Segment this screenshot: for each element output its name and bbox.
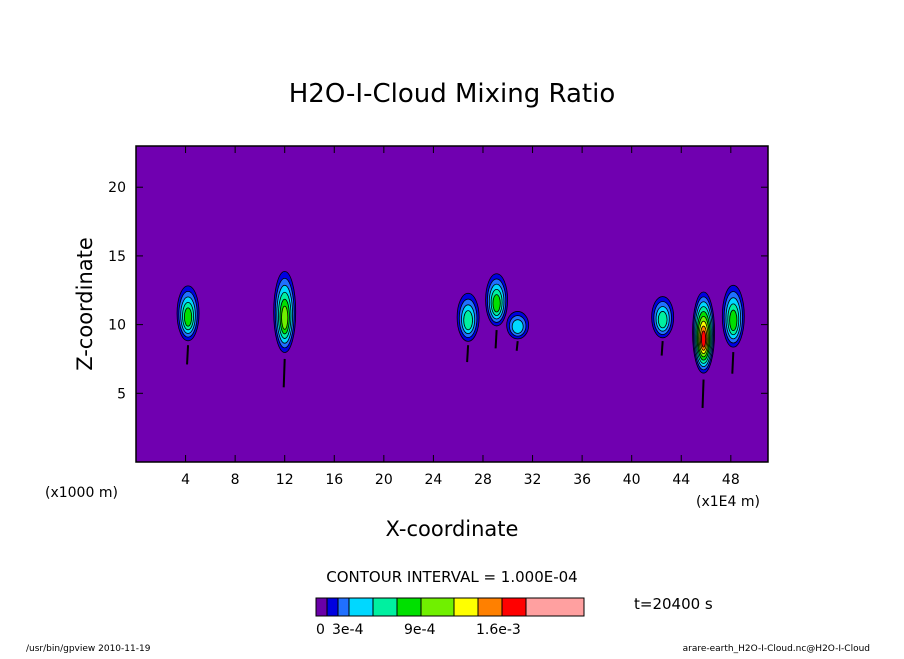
cloud — [273, 271, 297, 388]
cloud — [506, 311, 530, 351]
colorbar-labels: 0 3e-4 9e-4 1.6e-3 — [316, 622, 521, 638]
time-text: t=20400 s — [634, 595, 713, 613]
x-tick-label: 40 — [623, 472, 641, 488]
cloud-tail — [731, 352, 735, 374]
x-tick-label: 36 — [573, 472, 591, 488]
cloud-tail — [466, 345, 470, 363]
cloud — [692, 291, 715, 408]
plot-frame — [135, 145, 769, 463]
y-tick-label: 15 — [108, 249, 126, 265]
cloud-tail — [494, 330, 498, 349]
x-tick-label: 20 — [375, 472, 393, 488]
cloud-contour-level — [183, 307, 193, 327]
x-axis-label: X-coordinate — [386, 517, 519, 541]
colorbar-swatch — [525, 597, 585, 617]
cloud-contour-level — [511, 319, 524, 334]
x-tick-label: 44 — [672, 472, 690, 488]
colorbar-label: 0 — [316, 622, 325, 638]
x-tick-label: 32 — [524, 472, 542, 488]
cloud-contour-level — [700, 330, 707, 348]
chart-title: H2O-I-Cloud Mixing Ratio — [289, 79, 616, 109]
cloud-tail — [186, 345, 190, 365]
colorbar-swatch — [315, 597, 328, 617]
plot-background — [136, 146, 768, 462]
colorbar-label: 9e-4 — [404, 622, 436, 638]
y-axis: 5 10 15 20 — [108, 180, 768, 402]
cloud-tail — [282, 358, 286, 388]
footer-right: arare-earth_H2O-I-Cloud.nc@H2O-I-Cloud — [683, 644, 870, 654]
cloud-contour-level — [492, 294, 501, 313]
x-tick-label: 4 — [181, 472, 190, 488]
colorbar-swatch — [477, 597, 503, 617]
x-tick-label: 24 — [424, 472, 442, 488]
cloud — [721, 284, 745, 374]
cloud-tail — [701, 379, 705, 408]
y-tick-label: 20 — [108, 180, 126, 196]
cloud-contour-level — [281, 305, 289, 330]
colorbar-swatch — [396, 597, 422, 617]
colorbar-label: 3e-4 — [332, 622, 364, 638]
colorbar-swatch — [501, 597, 527, 617]
cloud — [176, 285, 200, 365]
x-unit-right: (x1E4 m) — [696, 494, 760, 510]
cloud-contours — [176, 271, 745, 408]
x-tick-label: 8 — [231, 472, 240, 488]
y-tick-label: 5 — [117, 386, 126, 402]
x-unit-left: (x1000 m) — [45, 485, 118, 501]
x-axis: 4 8 12 16 20 24 28 32 36 40 44 48 — [181, 146, 740, 488]
footer-left: /usr/bin/gpview 2010-11-19 — [26, 644, 151, 654]
colorbar-swatch — [420, 597, 455, 617]
colorbar-swatch — [453, 597, 479, 617]
y-axis-label: Z-coordinate — [73, 237, 97, 371]
x-tick-label: 12 — [276, 472, 294, 488]
cloud-contour-level — [463, 310, 473, 331]
colorbar — [315, 597, 585, 617]
cloud-contour-level — [729, 309, 738, 332]
cloud — [456, 292, 480, 363]
x-tick-label: 28 — [474, 472, 492, 488]
contour-interval-text: CONTOUR INTERVAL = 1.000E-04 — [326, 568, 577, 586]
colorbar-swatch — [337, 597, 350, 617]
colorbar-swatch — [372, 597, 398, 617]
cloud-tail — [660, 341, 664, 356]
x-tick-label: 48 — [722, 472, 740, 488]
colorbar-swatch — [326, 597, 339, 617]
cloud — [485, 273, 509, 349]
cloud — [651, 296, 675, 356]
x-tick-label: 16 — [325, 472, 343, 488]
colorbar-label: 1.6e-3 — [476, 622, 521, 638]
y-tick-label: 10 — [108, 318, 126, 334]
cloud-contour-level — [657, 311, 668, 329]
colorbar-swatch — [348, 597, 374, 617]
cloud-tail — [515, 340, 519, 351]
